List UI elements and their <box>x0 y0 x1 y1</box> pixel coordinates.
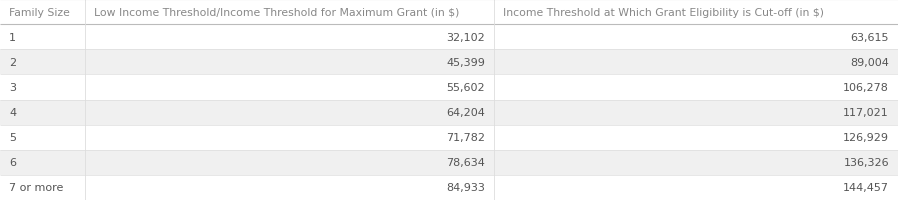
Text: 7 or more: 7 or more <box>9 183 64 192</box>
Text: 2: 2 <box>9 58 16 67</box>
Text: 126,929: 126,929 <box>843 133 889 142</box>
Text: 106,278: 106,278 <box>843 83 889 92</box>
Bar <box>85 50 494 75</box>
Bar <box>85 100 494 125</box>
Text: Income Threshold at Which Grant Eligibility is Cut-off (in $): Income Threshold at Which Grant Eligibil… <box>503 8 823 17</box>
Text: 63,615: 63,615 <box>850 33 889 42</box>
Text: 32,102: 32,102 <box>446 33 485 42</box>
Text: 117,021: 117,021 <box>843 108 889 117</box>
Bar <box>494 175 898 200</box>
Text: 5: 5 <box>9 133 16 142</box>
Bar <box>0 75 85 100</box>
Bar <box>0 25 85 50</box>
Bar <box>494 100 898 125</box>
Bar <box>0 175 85 200</box>
Text: Family Size: Family Size <box>9 8 70 17</box>
Bar <box>494 0 898 25</box>
Bar <box>0 125 85 150</box>
Bar <box>85 175 494 200</box>
Bar <box>0 50 85 75</box>
Bar <box>85 125 494 150</box>
Text: 55,602: 55,602 <box>446 83 485 92</box>
Text: 144,457: 144,457 <box>843 183 889 192</box>
Bar <box>85 25 494 50</box>
Text: 64,204: 64,204 <box>446 108 485 117</box>
Text: 89,004: 89,004 <box>850 58 889 67</box>
Text: 71,782: 71,782 <box>446 133 485 142</box>
Bar <box>494 125 898 150</box>
Text: 6: 6 <box>9 158 16 167</box>
Bar <box>0 100 85 125</box>
Text: 3: 3 <box>9 83 16 92</box>
Text: 1: 1 <box>9 33 16 42</box>
Bar <box>494 25 898 50</box>
Text: 78,634: 78,634 <box>446 158 485 167</box>
Bar <box>494 150 898 175</box>
Bar <box>85 0 494 25</box>
Text: 136,326: 136,326 <box>843 158 889 167</box>
Bar <box>85 150 494 175</box>
Bar <box>494 50 898 75</box>
Text: Low Income Threshold/Income Threshold for Maximum Grant (in $): Low Income Threshold/Income Threshold fo… <box>94 8 460 17</box>
Bar <box>494 75 898 100</box>
Text: 84,933: 84,933 <box>446 183 485 192</box>
Bar <box>0 0 85 25</box>
Bar <box>0 150 85 175</box>
Bar <box>85 75 494 100</box>
Text: 45,399: 45,399 <box>446 58 485 67</box>
Text: 4: 4 <box>9 108 16 117</box>
